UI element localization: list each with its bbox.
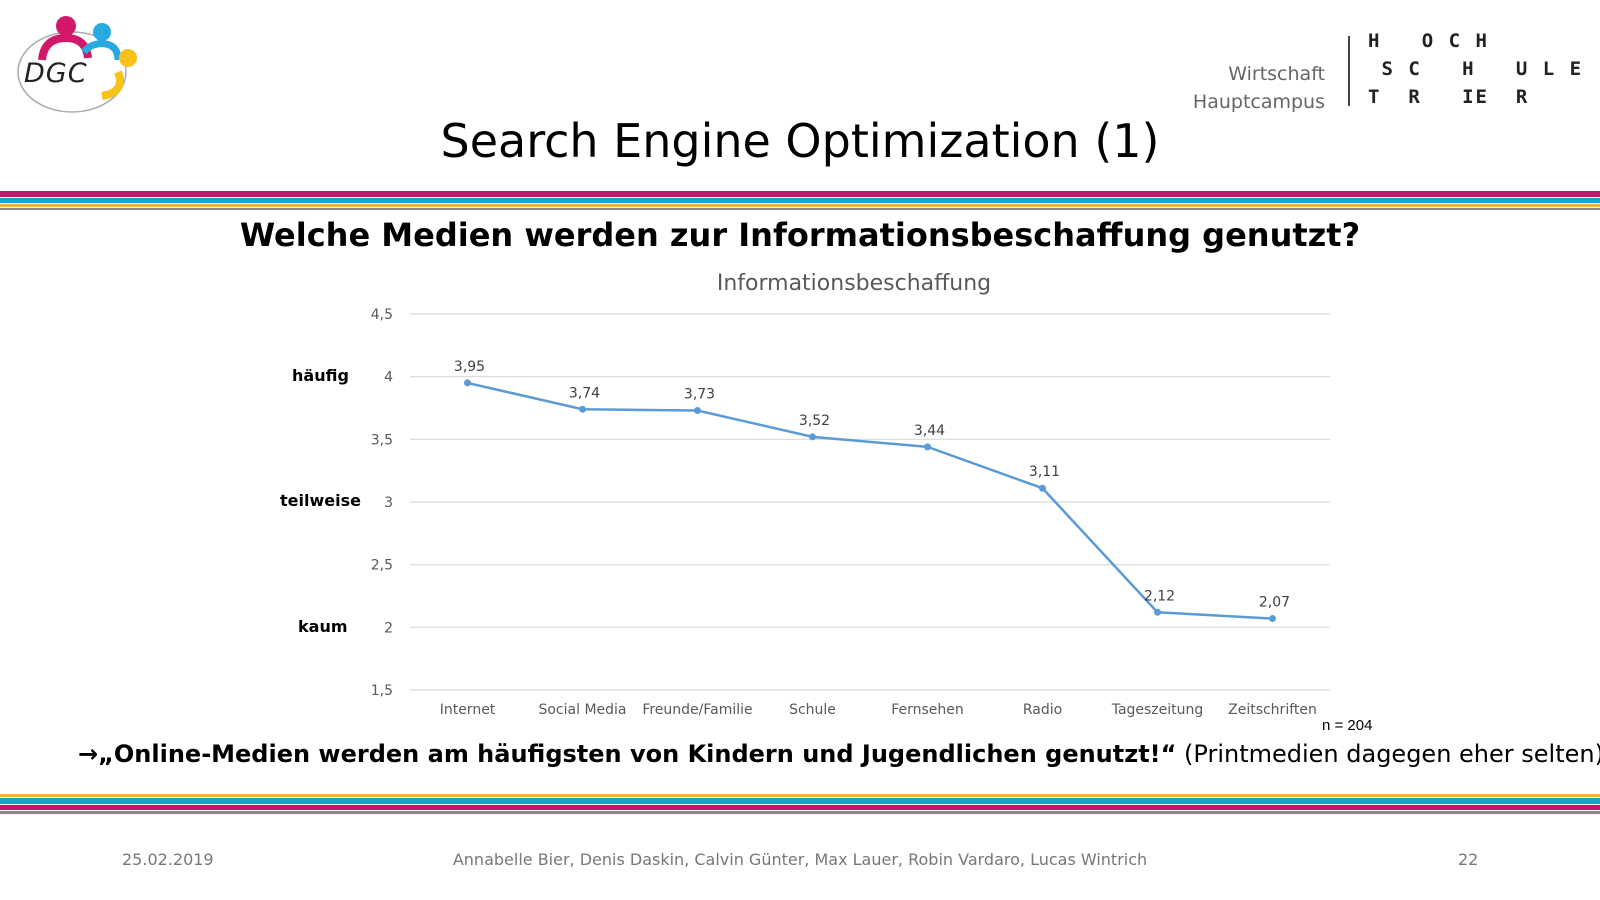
bottom-band-cyan [0, 798, 1600, 804]
slide-title: Search Engine Optimization (1) [440, 114, 1160, 168]
x-tick-label: Schule [789, 702, 836, 718]
bottom-band-magenta [0, 805, 1600, 810]
x-tick-label: Tageszeitung [1111, 702, 1204, 718]
university-logo-row-2: S C H U L E [1368, 58, 1584, 80]
qual-label-kaum: kaum [298, 617, 348, 636]
data-label: 3,74 [569, 385, 600, 401]
data-label: 3,73 [684, 387, 715, 403]
university-logo-row-1: H O C H [1368, 30, 1489, 52]
university-logo-row-3: T R IE R [1368, 86, 1530, 108]
footer-date: 25.02.2019 [122, 850, 214, 869]
data-label: 3,52 [799, 413, 830, 429]
footer-authors: Annabelle Bier, Denis Daskin, Calvin Gün… [452, 850, 1148, 869]
conclusion-quote: „Online-Medien werden am häufigsten von … [98, 740, 1177, 768]
data-point [924, 443, 931, 451]
y-tick-label: 2,5 [371, 558, 393, 574]
chart-title: Informationsbeschaffung [717, 271, 991, 296]
dgc-logo [17, 16, 137, 113]
data-point [464, 379, 471, 387]
data-point [809, 433, 816, 441]
data-label: 2,07 [1259, 595, 1290, 611]
line-chart: Informationsbeschaffung 1,522,533,544,5 … [371, 271, 1330, 718]
data-point [579, 405, 586, 413]
conclusion: →„Online-Medien werden am häufigsten von… [78, 740, 1600, 768]
top-band-magenta [0, 191, 1600, 197]
conclusion-arrow: → [78, 740, 99, 768]
top-band-gray [0, 208, 1600, 210]
campus-label: Hauptcampus [1192, 91, 1325, 113]
x-tick-label: Zeitschriften [1228, 702, 1317, 718]
x-tick-label: Radio [1023, 702, 1062, 718]
header-divider [1348, 36, 1350, 106]
bottom-band-yellow [0, 794, 1600, 797]
footer-page-number: 22 [1458, 850, 1479, 869]
data-label: 3,11 [1029, 464, 1060, 480]
y-tick-label: 4,5 [371, 307, 393, 323]
sample-size: n = 204 [1322, 717, 1373, 734]
data-point [694, 407, 701, 415]
qual-label-teilweise: teilweise [280, 491, 361, 510]
y-tick-label: 4 [384, 370, 393, 386]
top-band-yellow [0, 204, 1600, 207]
x-tick-label: Fernsehen [891, 702, 964, 718]
y-tick-label: 3 [384, 495, 393, 511]
logo-text: DGC [24, 58, 88, 89]
slide-question: Welche Medien werden zur Informationsbes… [239, 216, 1361, 254]
x-tick-label: Internet [440, 702, 496, 718]
data-point [1154, 608, 1161, 616]
y-tick-label: 2 [384, 620, 393, 636]
x-tick-label: Social Media [538, 702, 626, 718]
data-point [1039, 484, 1046, 492]
data-label: 3,95 [454, 359, 485, 375]
y-tick-label: 3,5 [371, 432, 393, 448]
data-point [1269, 615, 1276, 623]
top-band-cyan [0, 198, 1600, 203]
data-label: 3,44 [914, 423, 945, 439]
conclusion-note: (Printmedien dagegen eher selten) [1176, 740, 1600, 768]
y-tick-label: 1,5 [371, 683, 393, 699]
x-tick-label: Freunde/Familie [642, 702, 752, 718]
data-label: 2,12 [1144, 588, 1175, 604]
department-label: Wirtschaft [1228, 63, 1325, 85]
bottom-band-gray [0, 811, 1600, 814]
department-info: Wirtschaft Hauptcampus [1193, 60, 1325, 116]
qual-label-haeufig: häufig [292, 366, 349, 385]
series-line [467, 381, 1273, 620]
